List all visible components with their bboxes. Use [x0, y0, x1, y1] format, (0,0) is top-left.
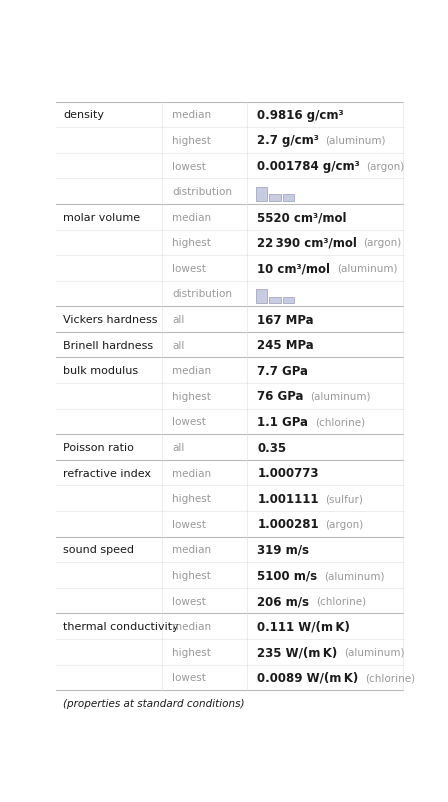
Text: molar volume: molar volume — [63, 213, 140, 222]
Text: (argon): (argon) — [325, 519, 363, 529]
Text: median: median — [172, 366, 211, 376]
Text: 1.001111: 1.001111 — [258, 492, 319, 505]
Text: refractive index: refractive index — [63, 468, 151, 478]
Text: 2.7 g/cm³: 2.7 g/cm³ — [258, 134, 319, 148]
Text: highest: highest — [172, 647, 211, 657]
Text: 10 cm³/mol: 10 cm³/mol — [258, 262, 330, 275]
Text: highest: highest — [172, 570, 211, 581]
Text: 0.111 W/(m K): 0.111 W/(m K) — [258, 620, 350, 633]
Bar — [269, 298, 280, 304]
Bar — [269, 195, 280, 201]
Text: lowest: lowest — [172, 264, 206, 273]
Text: (chlorine): (chlorine) — [365, 673, 415, 683]
Text: Brinell hardness: Brinell hardness — [63, 340, 153, 350]
Bar — [283, 195, 294, 201]
Text: all: all — [172, 314, 185, 325]
Text: highest: highest — [172, 493, 211, 504]
Text: Vickers hardness: Vickers hardness — [63, 314, 157, 325]
Text: highest: highest — [172, 238, 211, 248]
Text: (sulfur): (sulfur) — [325, 493, 363, 504]
Text: Poisson ratio: Poisson ratio — [63, 443, 134, 452]
Text: lowest: lowest — [172, 519, 206, 529]
Text: 235 W/(m K): 235 W/(m K) — [258, 646, 338, 658]
Text: median: median — [172, 213, 211, 222]
Text: 0.9816 g/cm³: 0.9816 g/cm³ — [258, 109, 344, 122]
Text: bulk modulus: bulk modulus — [63, 366, 138, 376]
Text: (properties at standard conditions): (properties at standard conditions) — [63, 699, 245, 708]
Text: 319 m/s: 319 m/s — [258, 543, 310, 557]
Text: (chlorine): (chlorine) — [316, 596, 366, 606]
Text: 5100 m/s: 5100 m/s — [258, 569, 318, 581]
Bar — [256, 290, 267, 304]
Bar — [256, 188, 267, 201]
Text: (aluminum): (aluminum) — [344, 647, 405, 657]
Text: sound speed: sound speed — [63, 545, 134, 555]
Bar — [283, 298, 294, 304]
Text: 7.7 GPa: 7.7 GPa — [258, 364, 308, 377]
Text: 1.000281: 1.000281 — [258, 517, 319, 531]
Text: 22 390 cm³/mol: 22 390 cm³/mol — [258, 237, 357, 249]
Text: (chlorine): (chlorine) — [314, 417, 365, 427]
Text: 206 m/s: 206 m/s — [258, 594, 310, 607]
Text: median: median — [172, 545, 211, 555]
Text: (aluminum): (aluminum) — [336, 264, 397, 273]
Text: lowest: lowest — [172, 673, 206, 683]
Text: highest: highest — [172, 391, 211, 401]
Text: 1.000773: 1.000773 — [258, 467, 319, 480]
Text: median: median — [172, 622, 211, 631]
Text: density: density — [63, 110, 104, 120]
Text: 76 GPa: 76 GPa — [258, 390, 304, 403]
Text: 0.35: 0.35 — [258, 441, 287, 454]
Text: thermal conductivity: thermal conductivity — [63, 622, 179, 631]
Text: 245 MPa: 245 MPa — [258, 338, 314, 352]
Text: 0.0089 W/(m K): 0.0089 W/(m K) — [258, 671, 359, 684]
Text: all: all — [172, 443, 185, 452]
Text: lowest: lowest — [172, 161, 206, 172]
Text: distribution: distribution — [172, 187, 233, 196]
Text: distribution: distribution — [172, 290, 233, 299]
Text: 1.1 GPa: 1.1 GPa — [258, 415, 308, 428]
Text: highest: highest — [172, 136, 211, 146]
Text: (aluminum): (aluminum) — [326, 136, 386, 146]
Text: lowest: lowest — [172, 417, 206, 427]
Text: 167 MPa: 167 MPa — [258, 314, 314, 326]
Text: (argon): (argon) — [363, 238, 402, 248]
Text: 0.001784 g/cm³: 0.001784 g/cm³ — [258, 160, 360, 172]
Text: (argon): (argon) — [366, 161, 405, 172]
Text: 5520 cm³/mol: 5520 cm³/mol — [258, 211, 347, 224]
Text: all: all — [172, 340, 185, 350]
Text: (aluminum): (aluminum) — [324, 570, 384, 581]
Text: median: median — [172, 468, 211, 478]
Text: median: median — [172, 110, 211, 120]
Text: (aluminum): (aluminum) — [310, 391, 370, 401]
Text: lowest: lowest — [172, 596, 206, 606]
